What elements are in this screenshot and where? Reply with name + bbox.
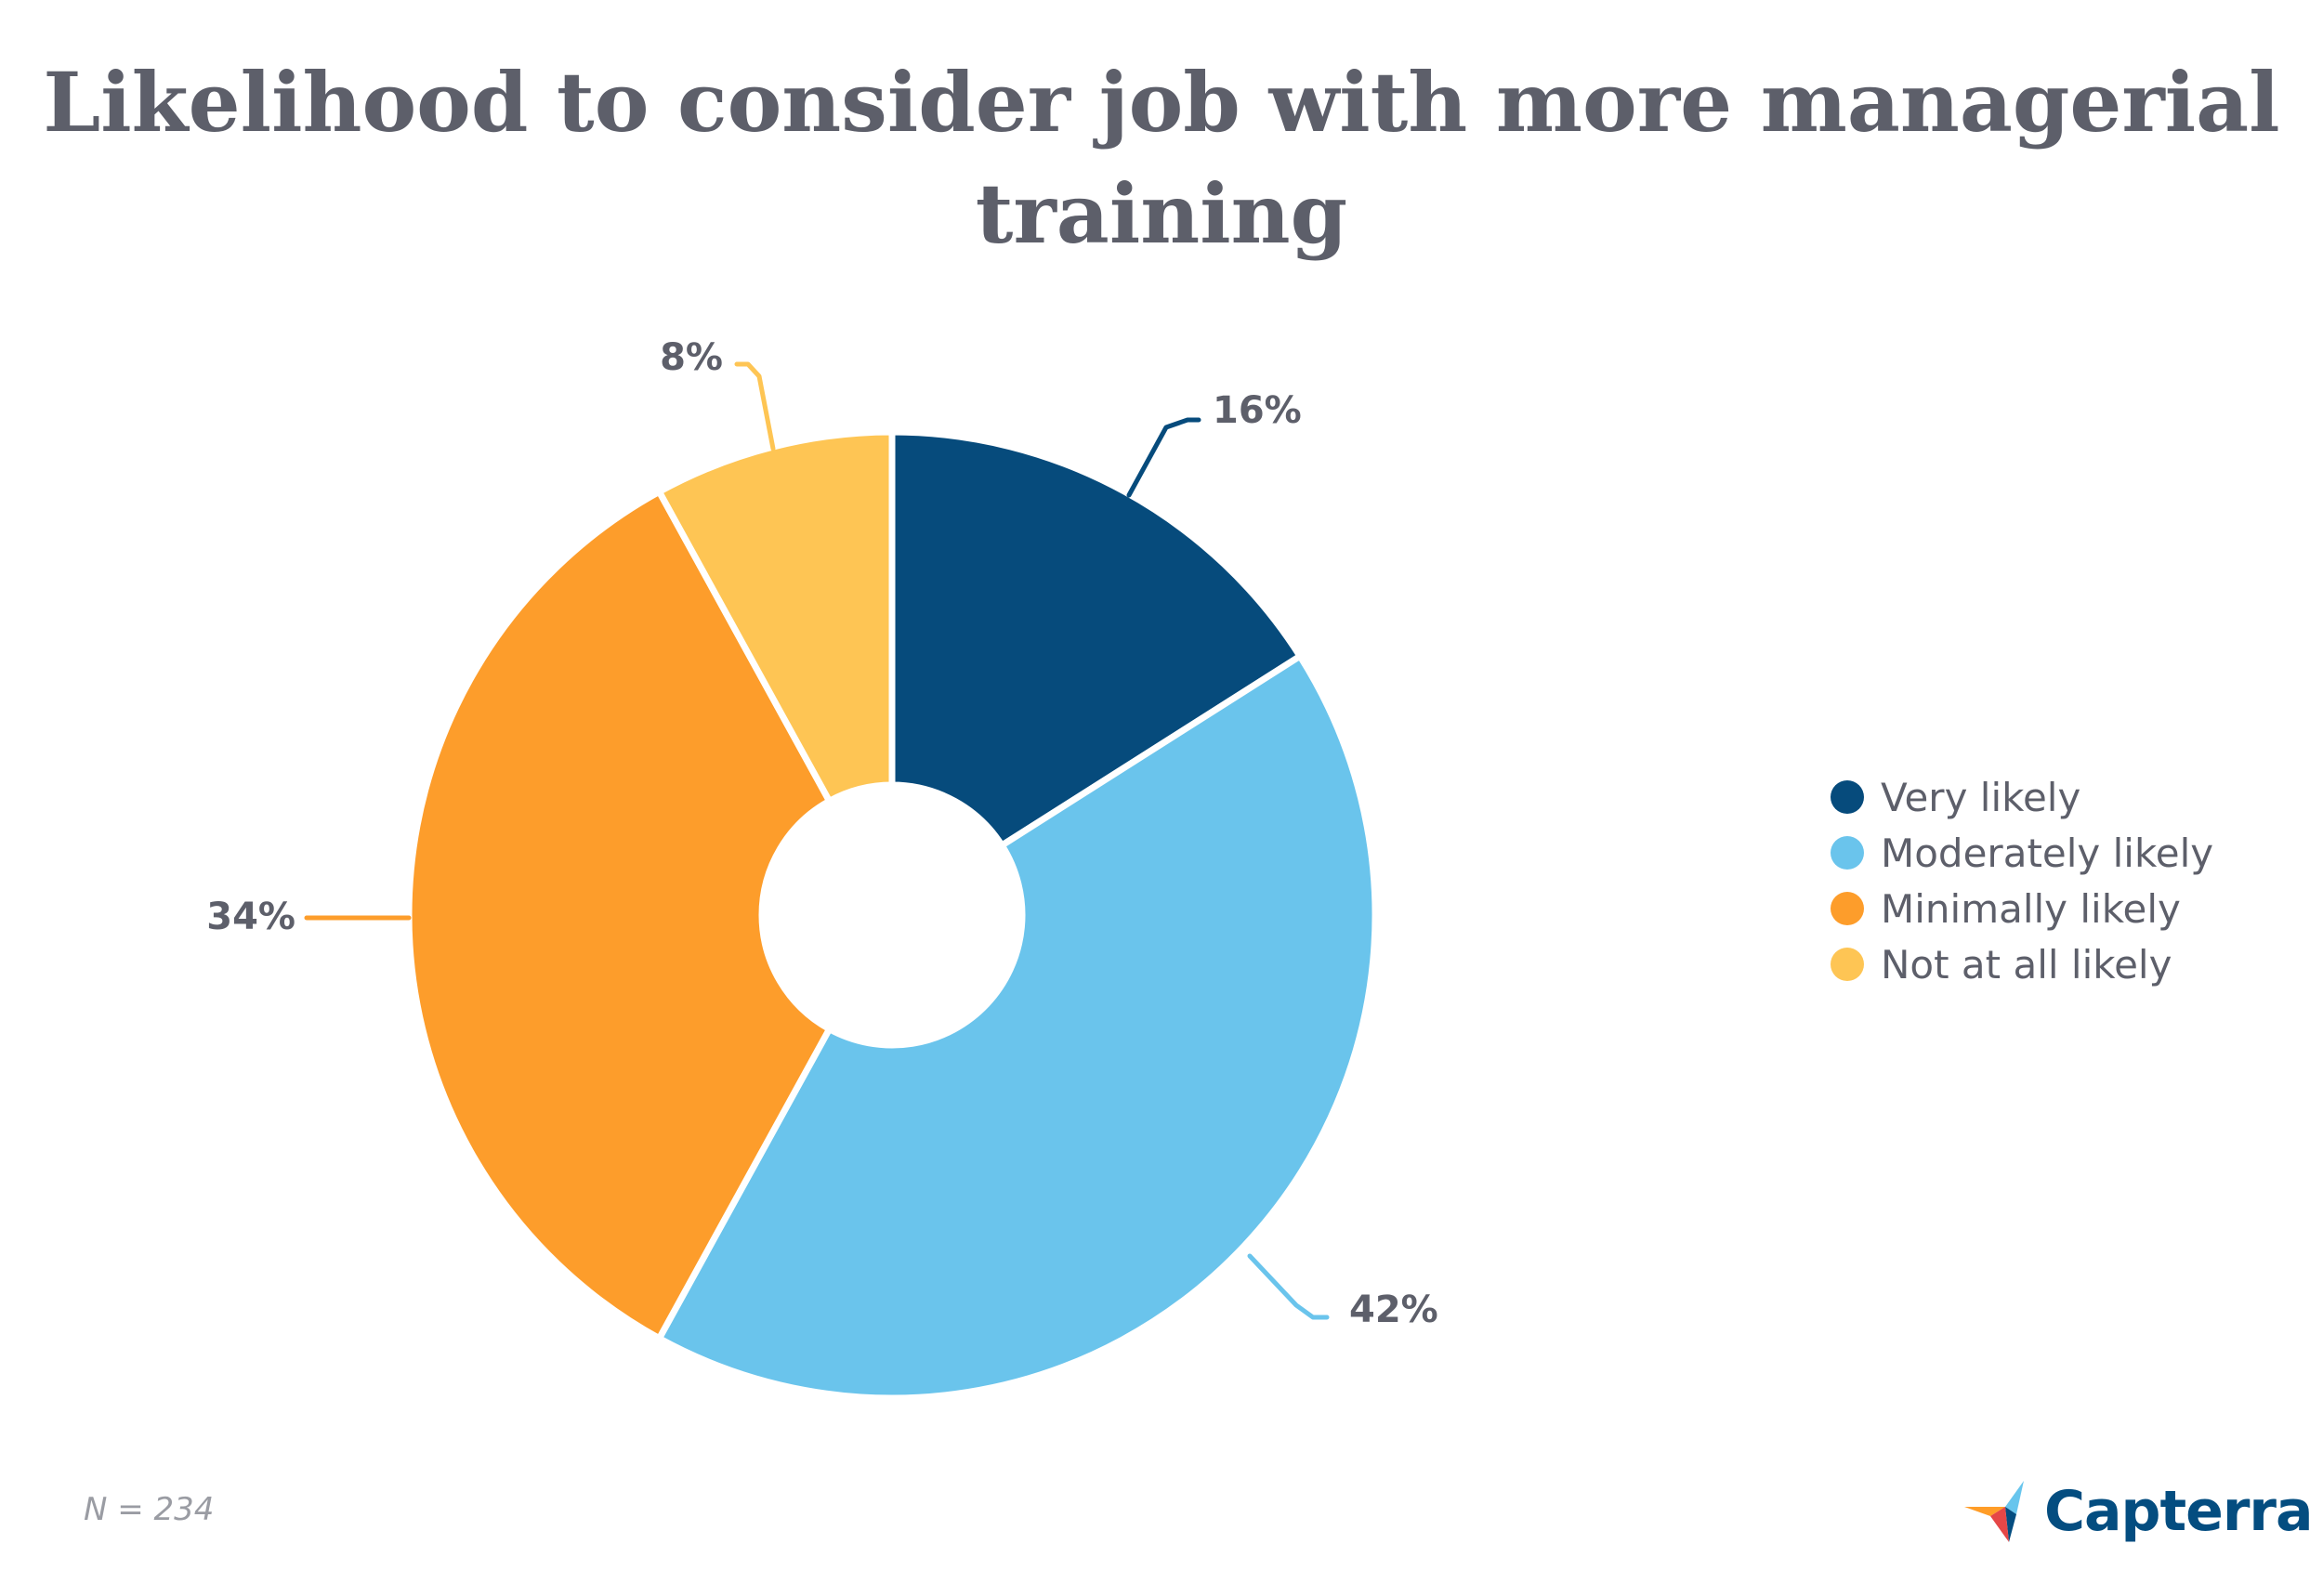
value-label-very-likely: 16%	[1213, 389, 1302, 432]
leader-line-moderately-likely	[1247, 1253, 1330, 1320]
legend-label: Moderately likely	[1881, 830, 2214, 876]
pie-slices	[405, 428, 1379, 1402]
pie-slice-moderately-likely	[654, 651, 1379, 1402]
pie-slice-minimally-likely	[405, 487, 834, 1343]
brand-logo: Capterra	[1962, 1479, 2314, 1544]
pie-slice-very-likely	[888, 428, 1305, 850]
logo-lightblue-facet	[2005, 1481, 2024, 1514]
capterra-logo-icon	[1964, 1481, 2024, 1542]
value-label-minimally-likely: 34%	[206, 896, 295, 938]
legend-item-moderately-likely: Moderately likely	[1831, 825, 2213, 881]
legend-swatch	[1831, 948, 1864, 981]
value-labels: 16% 42% 34% 8%	[206, 336, 1438, 1331]
sample-size-note: N = 234	[84, 1491, 215, 1528]
logo-orange-facet	[1964, 1507, 2005, 1516]
legend-item-not-at-all-likely: Not at all likely	[1831, 936, 2213, 992]
value-label-moderately-likely: 42%	[1349, 1289, 1438, 1331]
value-label-not-at-all-likely: 8%	[660, 336, 723, 379]
legend-label: Not at all likely	[1881, 941, 2172, 988]
legend-label: Minimally likely	[1881, 885, 2181, 932]
leader-line-not-at-all-likely	[734, 361, 776, 451]
leader-line-very-likely	[1126, 417, 1201, 498]
legend-swatch	[1831, 836, 1864, 870]
legend-item-very-likely: Very likely	[1831, 769, 2213, 825]
legend-item-minimally-likely: Minimally likely	[1831, 881, 2213, 936]
legend: Very likely Moderately likely Minimally li…	[1831, 769, 2213, 992]
legend-label: Very likely	[1881, 774, 2081, 820]
label-leader-lines	[304, 361, 1330, 1320]
pie-slice-not-at-all-likely	[654, 428, 896, 806]
legend-swatch	[1831, 892, 1864, 925]
legend-swatch	[1831, 780, 1864, 814]
logo-red-facet	[1990, 1507, 2009, 1542]
brand-name: Capterra	[2044, 1479, 2314, 1544]
chart-title: Likelihood to consider job with more man…	[43, 54, 2280, 262]
